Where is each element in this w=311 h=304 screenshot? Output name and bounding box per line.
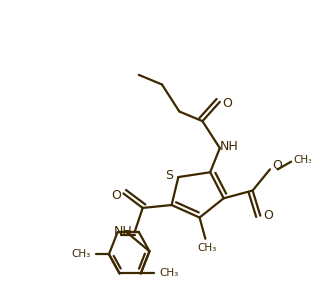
Text: O: O xyxy=(263,209,273,222)
Text: CH₃: CH₃ xyxy=(198,244,217,254)
Text: O: O xyxy=(223,97,232,110)
Text: NH: NH xyxy=(220,140,239,153)
Text: O: O xyxy=(273,159,283,172)
Text: NH: NH xyxy=(114,225,133,237)
Text: CH₃: CH₃ xyxy=(71,249,91,259)
Text: O: O xyxy=(111,189,121,202)
Text: CH₃: CH₃ xyxy=(293,155,311,165)
Text: CH₃: CH₃ xyxy=(159,268,178,278)
Text: S: S xyxy=(165,169,173,181)
